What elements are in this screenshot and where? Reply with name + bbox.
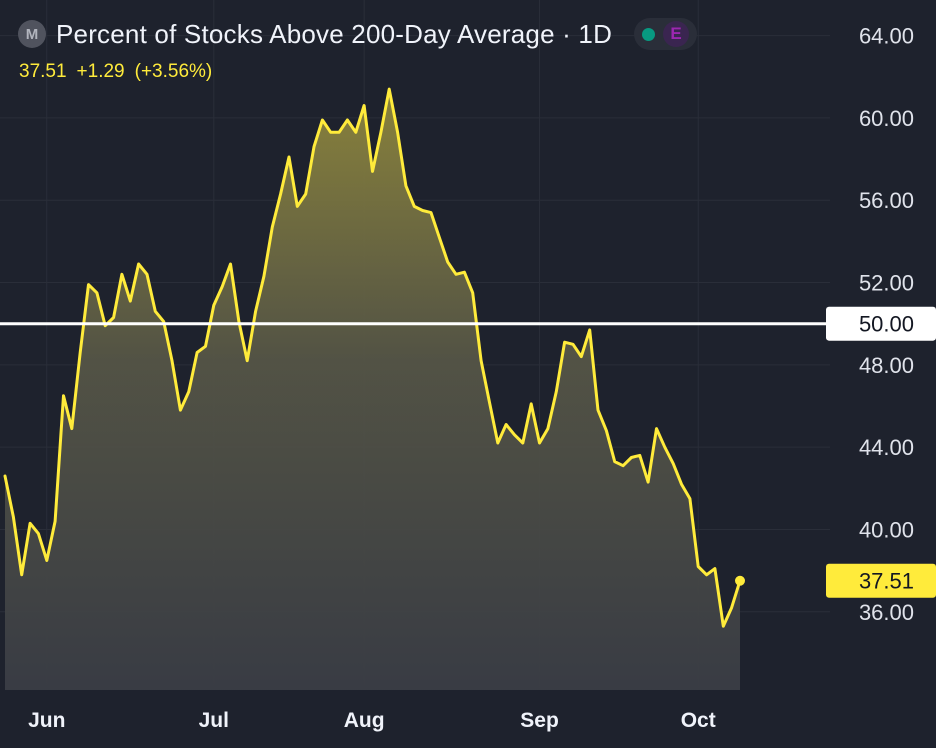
earnings-pill[interactable]: E bbox=[663, 21, 690, 47]
status-dot-icon bbox=[642, 27, 656, 41]
time-axis[interactable]: Jun Jul Aug Sep Oct bbox=[28, 709, 716, 732]
x-tick-label: Jul bbox=[199, 709, 229, 732]
reference-price-label: 50.00 bbox=[859, 312, 914, 337]
series-line-layer bbox=[3, 87, 745, 628]
reference-price-tag bbox=[826, 306, 936, 341]
chart-title: Percent of Stocks Above 200-Day Average … bbox=[56, 18, 613, 49]
chart-legend[interactable]: M Percent of Stocks Above 200-Day Averag… bbox=[18, 18, 698, 50]
symbol-badge[interactable]: M bbox=[18, 20, 46, 48]
x-tick-label: Jun bbox=[28, 709, 65, 732]
last-price: 37.51 bbox=[19, 61, 67, 82]
y-tick-label: 56.00 bbox=[859, 188, 914, 213]
area-fill-layer bbox=[5, 89, 740, 691]
y-tick-label: 52.00 bbox=[859, 271, 914, 296]
quote-line: 37.51 +1.29 (+3.56%) bbox=[19, 61, 212, 83]
price-change: +1.29 bbox=[76, 61, 125, 82]
x-tick-label: Sep bbox=[520, 709, 559, 732]
last-price-tag-label: 37.51 bbox=[859, 569, 914, 594]
price-axis[interactable]: 64.00 60.00 56.00 52.00 48.00 44.00 40.00 36.00 bbox=[859, 24, 914, 625]
indicator-pills[interactable]: E bbox=[634, 18, 698, 50]
last-value-dot bbox=[735, 575, 745, 586]
y-tick-label: 44.00 bbox=[859, 435, 914, 460]
y-tick-label: 36.00 bbox=[859, 600, 914, 625]
series-line bbox=[3, 87, 742, 628]
y-tick-label: 40.00 bbox=[859, 517, 914, 542]
y-tick-label: 64.00 bbox=[859, 24, 914, 49]
price-tags: 50.00 37.51 bbox=[826, 306, 936, 598]
price-change-percent: (+3.56%) bbox=[134, 61, 213, 82]
y-tick-label: 60.00 bbox=[859, 106, 914, 131]
x-tick-label: Oct bbox=[681, 709, 716, 732]
last-price-tag bbox=[826, 563, 936, 598]
y-tick-label: 48.00 bbox=[859, 353, 914, 378]
x-tick-label: Aug bbox=[344, 709, 385, 732]
series-area-fill bbox=[5, 89, 740, 691]
